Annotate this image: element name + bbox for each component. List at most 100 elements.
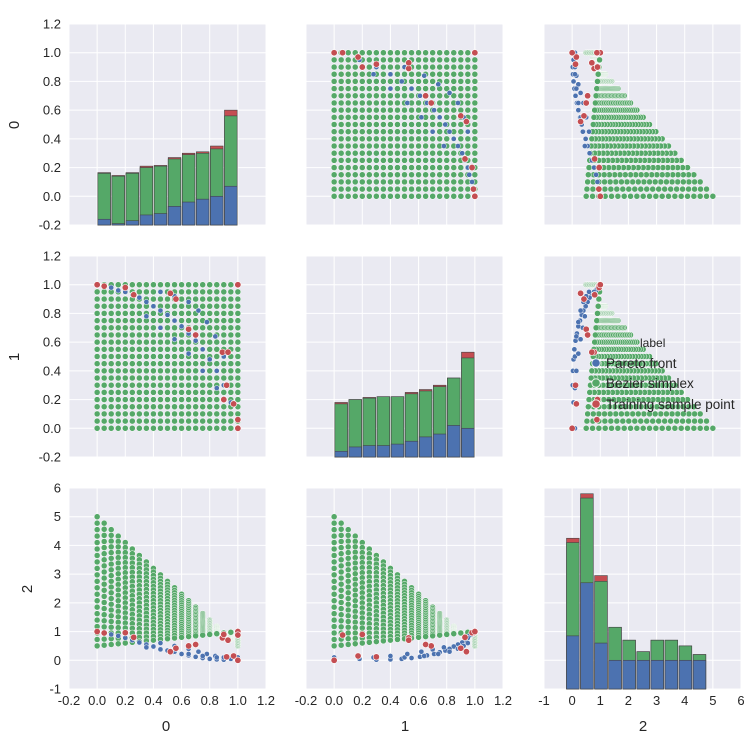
point-bezier-simplex <box>679 185 686 193</box>
point-bezier-simplex <box>93 590 101 598</box>
point-pareto-front <box>421 72 428 79</box>
point-bezier-simplex <box>93 303 101 310</box>
point-bezier-simplex <box>619 417 627 425</box>
point-bezier-simplex <box>93 532 101 540</box>
point-bezier-simplex <box>220 288 228 296</box>
point-bezier-simplex <box>344 164 352 171</box>
point-bezier-simplex <box>136 410 143 418</box>
point-bezier-simplex <box>422 128 429 135</box>
x-tick-label: -0.2 <box>295 693 317 708</box>
point-bezier-simplex <box>93 539 101 546</box>
point-training-sample <box>568 49 576 57</box>
hist-bar-pareto-front <box>348 446 362 458</box>
point-training-sample <box>422 640 430 648</box>
point-bezier-simplex <box>373 193 380 200</box>
point-bezier-simplex <box>387 636 394 644</box>
point-pareto-front <box>157 640 164 646</box>
x-axis-label-1: 1 <box>401 718 409 735</box>
point-bezier-simplex <box>366 63 373 71</box>
point-bezier-simplex <box>234 295 242 303</box>
hist-bar-pareto-front <box>390 443 405 458</box>
point-pareto-front <box>199 653 206 659</box>
point-bezier-simplex <box>344 635 352 642</box>
point-pareto-front <box>136 639 143 646</box>
point-bezier-simplex <box>595 410 603 418</box>
point-bezier-simplex <box>227 288 235 296</box>
point-bezier-simplex <box>366 99 373 107</box>
point-bezier-simplex <box>352 171 359 178</box>
point-pareto-front <box>404 100 411 106</box>
point-bezier-simplex <box>443 171 450 178</box>
point-bezier-simplex <box>164 425 171 432</box>
point-bezier-simplex <box>394 114 401 121</box>
point-bezier-simplex <box>150 295 157 303</box>
point-bezier-simplex <box>436 99 443 107</box>
point-bezier-simplex <box>450 78 457 85</box>
hist-bar-pareto-front <box>461 427 475 458</box>
point-training-sample <box>220 630 228 638</box>
point-pareto-front <box>450 136 457 142</box>
point-bezier-simplex <box>685 417 692 425</box>
point-pareto-front <box>212 333 219 340</box>
point-bezier-simplex <box>366 85 373 92</box>
point-bezier-simplex <box>450 63 457 71</box>
point-bezier-simplex <box>380 92 387 100</box>
point-bezier-simplex <box>394 63 401 71</box>
point-bezier-simplex <box>330 121 338 128</box>
point-bezier-simplex <box>115 543 122 551</box>
point-bezier-simplex <box>667 417 674 425</box>
point-bezier-simplex <box>93 317 101 324</box>
point-bezier-simplex <box>344 595 352 602</box>
point-pareto-front <box>143 313 150 320</box>
point-bezier-simplex <box>220 367 228 375</box>
point-bezier-simplex <box>227 324 235 332</box>
point-bezier-simplex <box>373 185 380 193</box>
point-training-sample <box>572 60 580 68</box>
point-bezier-simplex <box>337 63 345 71</box>
point-pareto-front <box>579 128 586 135</box>
point-bezier-simplex <box>415 185 422 193</box>
point-bezier-simplex <box>352 613 359 621</box>
point-bezier-simplex <box>387 78 394 85</box>
point-bezier-simplex <box>206 417 213 425</box>
point-bezier-simplex <box>100 641 108 649</box>
point-bezier-simplex <box>100 389 108 396</box>
point-bezier-simplex <box>192 410 199 418</box>
point-bezier-simplex <box>143 425 150 432</box>
point-bezier-simplex <box>394 636 401 643</box>
point-bezier-simplex <box>601 185 609 193</box>
hist-bar-pareto-front <box>153 213 168 226</box>
point-bezier-simplex <box>171 417 178 425</box>
point-bezier-simplex <box>234 338 242 346</box>
point-bezier-simplex <box>164 396 171 403</box>
point-training-sample <box>220 396 228 404</box>
point-bezier-simplex <box>352 142 359 150</box>
point-bezier-simplex <box>380 178 387 186</box>
point-pareto-front <box>143 299 150 305</box>
point-bezier-simplex <box>429 121 436 128</box>
point-pareto-front <box>577 336 584 343</box>
point-bezier-simplex <box>330 558 338 566</box>
point-bezier-simplex <box>337 114 345 121</box>
point-bezier-simplex <box>115 324 122 332</box>
point-bezier-simplex <box>450 121 457 128</box>
point-training-sample <box>572 53 580 61</box>
point-bezier-simplex <box>206 631 213 638</box>
point-bezier-simplex <box>234 353 242 360</box>
point-bezier-simplex <box>619 185 627 193</box>
hist-bar-pareto-front <box>608 659 622 690</box>
point-training-sample <box>595 185 603 193</box>
point-bezier-simplex <box>220 295 228 303</box>
point-bezier-simplex <box>344 135 352 143</box>
point-bezier-simplex <box>584 178 591 186</box>
point-bezier-simplex <box>115 353 122 360</box>
x-axis-label-2: 2 <box>639 718 647 735</box>
point-bezier-simplex <box>408 114 415 121</box>
point-bezier-simplex <box>157 346 164 353</box>
panel-r0-c0 <box>68 23 267 226</box>
point-bezier-simplex <box>178 410 185 418</box>
legend-label-training-sample-point: Training sample point <box>606 397 735 412</box>
point-bezier-simplex <box>668 178 676 186</box>
point-bezier-simplex <box>206 310 213 317</box>
point-bezier-simplex <box>178 310 185 317</box>
